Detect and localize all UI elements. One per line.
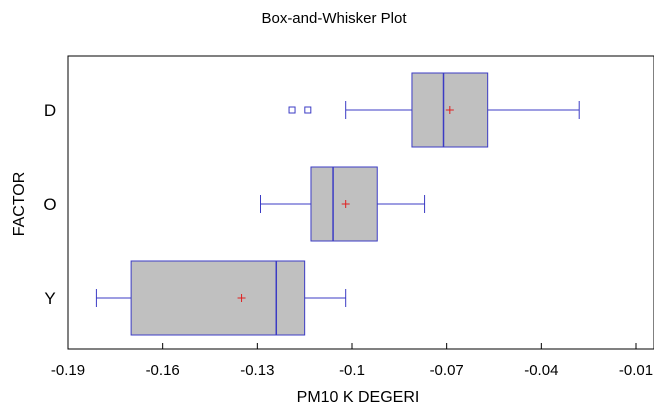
box-Y xyxy=(95,260,347,336)
x-tick-label: -0.13 xyxy=(240,362,274,379)
chart-title: Box-and-Whisker Plot xyxy=(261,10,407,27)
x-tick-label: -0.07 xyxy=(430,362,464,379)
plot-frame xyxy=(67,55,654,350)
mean-marker xyxy=(445,106,454,114)
outlier-point xyxy=(304,106,312,114)
category-label: Y xyxy=(44,289,55,308)
x-tick-label: -0.1 xyxy=(339,362,365,379)
outlier-point xyxy=(288,106,296,114)
mean-marker xyxy=(237,294,246,302)
box-O xyxy=(259,166,426,242)
x-axis-label: PM10 K DEGERI xyxy=(297,389,420,406)
y-axis: D O Y xyxy=(43,101,56,308)
category-label: D xyxy=(44,101,56,120)
category-label: O xyxy=(43,195,56,214)
x-tick-label: -0.16 xyxy=(146,362,180,379)
mean-marker xyxy=(341,200,350,208)
boxes-group xyxy=(95,72,580,336)
x-tick-label: -0.01 xyxy=(619,362,653,379)
box-D xyxy=(288,72,580,148)
x-tick-label: -0.04 xyxy=(524,362,558,379)
y-axis-label: FACTOR xyxy=(11,172,28,237)
x-axis: -0.19 -0.16 -0.13 -0.1 -0.07 -0.04 -0.01 xyxy=(51,343,653,379)
x-tick-label: -0.19 xyxy=(51,362,85,379)
iqr-box xyxy=(130,260,306,336)
